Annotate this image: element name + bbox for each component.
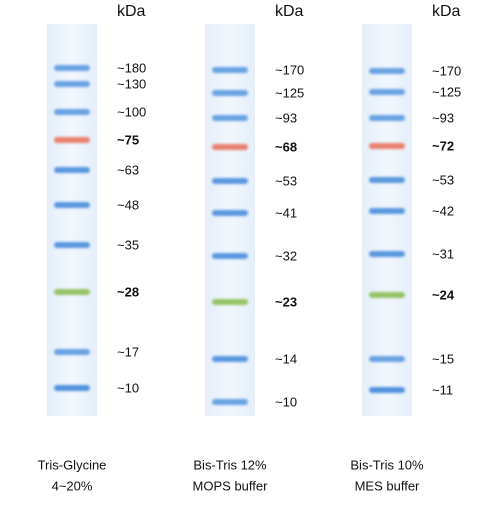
- band-label: ~10: [117, 380, 139, 395]
- band: [54, 202, 90, 208]
- band-label: ~14: [275, 351, 297, 366]
- lane: [205, 24, 255, 416]
- band: [369, 143, 405, 149]
- band-label: ~180: [117, 60, 146, 75]
- band-label: ~28: [117, 284, 139, 299]
- band: [212, 178, 248, 184]
- band-label: ~170: [275, 62, 304, 77]
- band-label: ~75: [117, 132, 139, 147]
- band: [54, 81, 90, 87]
- unit-label: kDa: [275, 3, 304, 20]
- band-label: ~24: [432, 287, 455, 302]
- band: [212, 399, 248, 405]
- band: [369, 208, 405, 214]
- band: [54, 289, 90, 295]
- band: [369, 356, 405, 362]
- band: [54, 385, 90, 391]
- band-label: ~15: [432, 351, 454, 366]
- unit-label: kDa: [117, 3, 146, 20]
- band: [369, 177, 405, 183]
- band-label: ~100: [117, 104, 146, 119]
- band: [212, 67, 248, 73]
- unit-label: kDa: [432, 3, 461, 20]
- band: [212, 144, 248, 150]
- band: [369, 387, 405, 393]
- band-label: ~35: [117, 237, 139, 252]
- band-label: ~42: [432, 203, 454, 218]
- band: [212, 253, 248, 259]
- lane-caption: MES buffer: [355, 478, 420, 493]
- band-label: ~63: [117, 162, 139, 177]
- band-label: ~170: [432, 63, 461, 78]
- band: [369, 251, 405, 257]
- lane-caption: 4~20%: [52, 478, 93, 493]
- band-label: ~53: [275, 173, 297, 188]
- band: [54, 65, 90, 71]
- band-label: ~48: [117, 197, 139, 212]
- band: [369, 292, 405, 298]
- band: [212, 299, 248, 305]
- band: [369, 89, 405, 95]
- band: [54, 349, 90, 355]
- band-label: ~23: [275, 294, 297, 309]
- band-label: ~125: [432, 84, 461, 99]
- lane-caption: Tris-Glycine: [38, 457, 107, 472]
- band: [54, 167, 90, 173]
- band-label: ~41: [275, 205, 297, 220]
- lane-caption: Bis-Tris 12%: [193, 457, 267, 472]
- band: [54, 137, 90, 143]
- band-label: ~130: [117, 76, 146, 91]
- band-label: ~93: [432, 110, 454, 125]
- lane-caption: MOPS buffer: [193, 478, 269, 493]
- band-label: ~32: [275, 248, 297, 263]
- lane-caption: Bis-Tris 10%: [350, 457, 424, 472]
- band-label: ~11: [432, 382, 453, 397]
- band: [212, 356, 248, 362]
- band: [54, 109, 90, 115]
- band-label: ~53: [432, 172, 454, 187]
- band: [212, 90, 248, 96]
- band: [212, 210, 248, 216]
- band: [369, 115, 405, 121]
- band: [369, 68, 405, 74]
- band-label: ~31: [432, 246, 454, 261]
- band-label: ~10: [275, 394, 297, 409]
- band: [212, 115, 248, 121]
- band: [54, 242, 90, 248]
- band-label: ~93: [275, 110, 297, 125]
- band-label: ~125: [275, 85, 304, 100]
- band-label: ~68: [275, 139, 297, 154]
- band-label: ~72: [432, 138, 454, 153]
- band-label: ~17: [117, 344, 139, 359]
